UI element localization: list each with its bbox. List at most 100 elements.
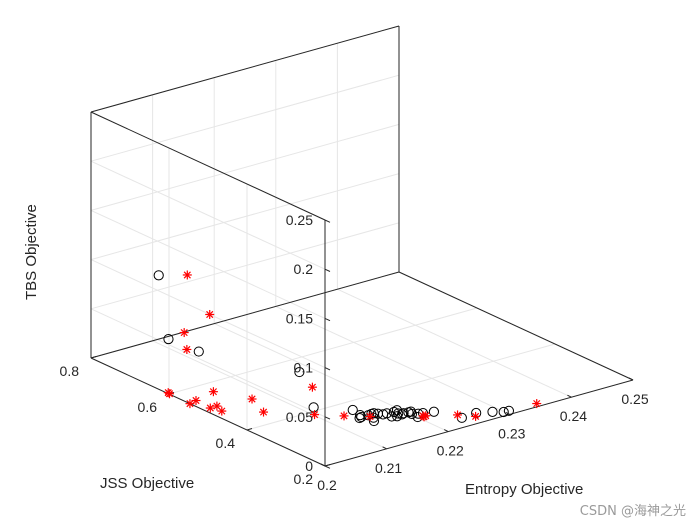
data-point-asterisk: [453, 410, 463, 420]
x-tick-label: 0.2: [317, 477, 337, 493]
asterisk-stroke: [218, 407, 226, 415]
y-tick-label: 0.8: [60, 363, 80, 379]
z-tick-label: 0.15: [286, 310, 313, 326]
data-point-circle: [153, 270, 164, 281]
asterisk-stroke: [248, 395, 256, 403]
x-tick: [628, 377, 634, 381]
data-point-asterisk: [310, 410, 320, 420]
x-tick-label: 0.25: [621, 391, 648, 407]
z-tick-label: 0: [305, 458, 313, 474]
data-point-circle: [163, 333, 174, 345]
data-point-circle: [391, 405, 403, 416]
box-edge: [398, 271, 634, 381]
box-edge: [90, 111, 326, 221]
z-tick-label: 0.05: [286, 409, 313, 425]
data-point-asterisk: [212, 401, 222, 411]
data-point-circle: [347, 404, 358, 416]
asterisk-stroke: [164, 389, 172, 397]
data-point-asterisk: [365, 412, 375, 422]
data-point-circle: [308, 402, 319, 413]
data-point-circle: [498, 406, 509, 418]
asterisk-stroke: [310, 411, 319, 419]
gridline: [90, 308, 326, 418]
asterisk-stroke: [180, 328, 188, 337]
data-point-asterisk: [532, 399, 542, 409]
data-point-circle: [405, 406, 417, 417]
asterisk-stroke: [422, 412, 430, 420]
grid-layer: [90, 25, 634, 467]
asterisk-stroke: [259, 408, 268, 416]
data-point-asterisk: [259, 407, 269, 417]
data-point-asterisk: [339, 411, 349, 421]
x-tick-label: 0.21: [375, 460, 402, 476]
y-tick: [246, 428, 253, 431]
z-tick: [324, 317, 331, 322]
data-point-circle: [503, 405, 515, 416]
gridline: [90, 160, 326, 270]
data-point-asterisk: [307, 382, 317, 392]
data-point-asterisk: [191, 396, 201, 406]
label-layer: 0.2 0.21 0.22 0.23 0.24 0.25 0.2 0.4 0.6 0.8 0 0.05…: [60, 212, 649, 493]
gridline: [152, 340, 387, 450]
y-tick: [324, 464, 331, 467]
asterisk-stroke: [213, 402, 221, 410]
z-tick: [324, 416, 331, 420]
y-axis-title: JSS Objective: [100, 475, 194, 492]
gridline: [90, 123, 400, 211]
x-tick: [382, 446, 387, 450]
y-axis-line: [90, 357, 326, 467]
gridline: [168, 307, 478, 395]
data-point-asterisk: [217, 406, 227, 416]
data-point-asterisk: [182, 270, 192, 280]
asterisk-stroke: [183, 271, 191, 279]
asterisk-stroke: [340, 412, 348, 420]
data-point-asterisk: [247, 394, 257, 404]
gridline: [90, 222, 400, 310]
asterisk-stroke: [206, 310, 214, 319]
marker-layer: [153, 270, 542, 427]
y-tick: [90, 356, 97, 359]
y-tick-label: 0.6: [138, 399, 158, 415]
gridline: [275, 305, 511, 415]
z-tick: [324, 268, 331, 272]
data-point-asterisk: [208, 387, 218, 397]
data-point-asterisk: [205, 403, 215, 413]
x-tick-label: 0.22: [437, 443, 464, 459]
x-tick-label: 0.23: [498, 425, 525, 441]
x-tick-label: 0.24: [560, 408, 587, 424]
axis-layer: [90, 25, 634, 469]
data-point-asterisk: [471, 411, 481, 421]
data-point-asterisk: [163, 388, 173, 398]
x-axis-line: [324, 379, 634, 467]
data-point-circle: [487, 406, 498, 417]
gridline: [213, 323, 449, 433]
asterisk-stroke: [186, 400, 194, 408]
gridline: [90, 74, 400, 162]
z-tick-label: 0.25: [286, 212, 313, 228]
z-tick: [324, 465, 331, 469]
asterisk-stroke: [533, 399, 541, 408]
z-tick-label: 0.2: [294, 261, 314, 277]
x-tick: [443, 429, 449, 433]
x-axis-title: Entropy Objective: [465, 481, 583, 498]
watermark-text: CSDN @海神之光: [579, 504, 686, 519]
data-point-circle: [193, 346, 204, 357]
x-tick: [567, 394, 572, 398]
z-tick: [324, 219, 331, 223]
asterisk-stroke: [366, 412, 374, 421]
z-tick: [324, 367, 331, 371]
asterisk-stroke: [183, 345, 191, 354]
data-point-circle: [398, 408, 409, 419]
data-point-circle: [428, 406, 440, 417]
x-tick: [320, 463, 326, 467]
asterisk-stroke: [209, 388, 218, 396]
data-point-circle: [354, 412, 365, 424]
gridline: [246, 343, 556, 431]
gridline: [337, 288, 572, 398]
gridline: [90, 173, 400, 261]
box-edge: [90, 25, 400, 113]
data-point-circle: [294, 366, 305, 378]
y-tick-label: 0.2: [294, 471, 314, 487]
asterisk-stroke: [471, 412, 480, 421]
data-point-asterisk: [182, 344, 192, 354]
